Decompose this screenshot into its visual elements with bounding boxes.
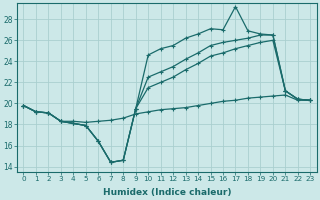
X-axis label: Humidex (Indice chaleur): Humidex (Indice chaleur) [103,188,231,197]
